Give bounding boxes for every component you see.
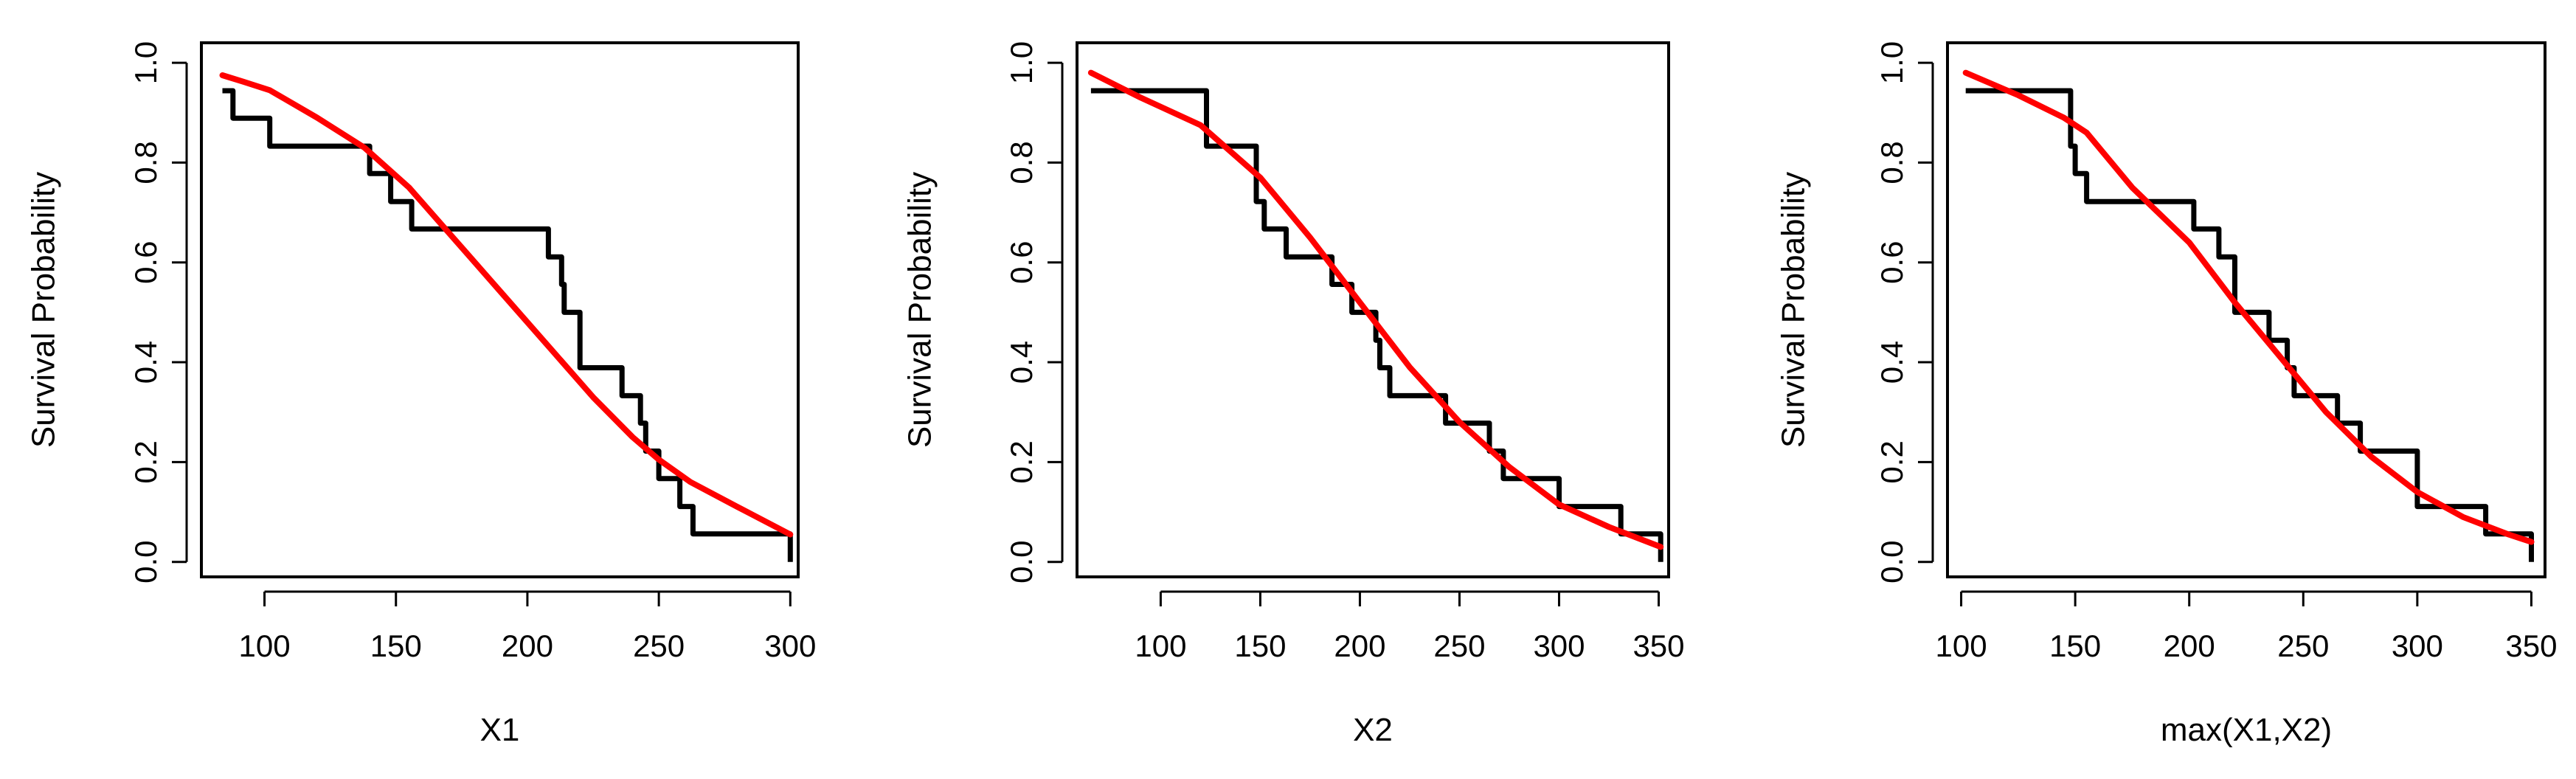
- x-tick-label: 250: [633, 629, 685, 663]
- x-tick-label: 150: [370, 629, 422, 663]
- x-tick-label: 150: [1234, 629, 1286, 663]
- kaplan-meier-step-curve: [1965, 88, 2534, 562]
- y-tick-label: 1.0: [128, 41, 163, 84]
- x-tick-label: 300: [1533, 629, 1585, 663]
- y-tick-label: 0.4: [1874, 341, 1909, 384]
- y-tick-label: 0.8: [128, 141, 163, 184]
- x-tick-label: 300: [764, 629, 816, 663]
- y-tick-label: 0.8: [1004, 141, 1039, 184]
- fitted-survival-curve: [1962, 69, 2535, 545]
- x-tick-label: 100: [1936, 629, 1987, 663]
- y-tick-label: 1.0: [1874, 41, 1909, 84]
- x-tick-label: 250: [1433, 629, 1485, 663]
- x-axis-label: X1: [480, 712, 520, 748]
- y-tick-label: 0.4: [1004, 341, 1039, 384]
- plot-frame: [1076, 41, 1670, 578]
- x-tick-label: 250: [2277, 629, 2329, 663]
- x-axis-label: X2: [1353, 712, 1393, 748]
- chart-panel-2: 100 150 200 250 300 350 0.0 0.2 0.4 0.6 0.8 1.0 X2 Su…: [902, 41, 1685, 748]
- x-tick-label: 200: [502, 629, 553, 663]
- x-tick-label: 200: [1334, 629, 1385, 663]
- y-tick-label: 0.0: [128, 541, 163, 584]
- x-tick-label: 150: [2049, 629, 2101, 663]
- fitted-survival-curve: [1087, 69, 1664, 550]
- y-axis-label: Survival Probability: [26, 172, 62, 448]
- y-tick-label: 0.2: [128, 440, 163, 483]
- kaplan-meier-step-curve: [1090, 88, 1663, 562]
- x-tick-label: 350: [1632, 629, 1684, 663]
- fitted-survival-curve: [219, 72, 794, 538]
- x-tick-label: 100: [238, 629, 290, 663]
- y-tick-label: 0.2: [1004, 440, 1039, 483]
- y-tick-label: 0.8: [1874, 141, 1909, 184]
- y-axis-label: Survival Probability: [902, 172, 938, 448]
- chart-panel-1: 100 150 200 250 300 0.0 0.2 0.4 0.6 0.8 1.0 X1 Survi…: [26, 41, 817, 748]
- y-tick-label: 0.0: [1004, 541, 1039, 584]
- plot-frame: [200, 41, 800, 578]
- x-tick-label: 200: [2164, 629, 2215, 663]
- x-tick-label: 350: [2505, 629, 2557, 663]
- x-tick-label: 300: [2392, 629, 2443, 663]
- y-tick-label: 0.6: [1004, 241, 1039, 284]
- chart-panel-3: 100 150 200 250 300 350 0.0 0.2 0.4 0.6 0.8 1.0 max(…: [1776, 41, 2558, 748]
- plot-frame: [1946, 41, 2546, 578]
- y-axis-label: Survival Probability: [1776, 172, 1812, 448]
- x-axis-label: max(X1,X2): [2161, 712, 2332, 748]
- y-tick-label: 0.6: [128, 241, 163, 284]
- x-tick-label: 100: [1135, 629, 1186, 663]
- y-tick-label: 0.4: [128, 341, 163, 384]
- y-tick-label: 0.2: [1874, 440, 1909, 483]
- y-tick-label: 0.0: [1874, 541, 1909, 584]
- y-tick-label: 0.6: [1874, 241, 1909, 284]
- y-tick-label: 1.0: [1004, 41, 1039, 84]
